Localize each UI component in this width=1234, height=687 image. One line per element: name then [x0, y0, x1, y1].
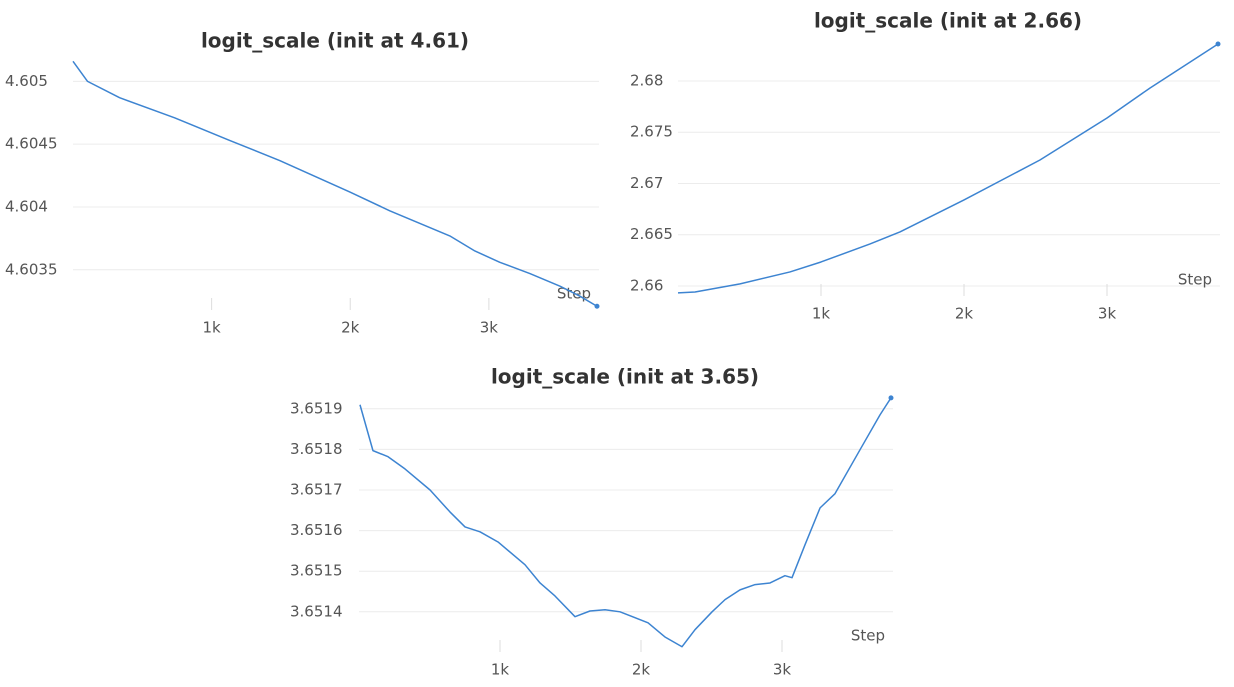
y-tick-label: 4.605: [5, 72, 48, 90]
chart-title: logit_scale (init at 4.61): [201, 29, 469, 53]
y-tick-label: 2.665: [630, 225, 673, 243]
y-tick-label: 4.604: [5, 197, 48, 215]
x-tick-label: 1k: [491, 661, 510, 679]
y-tick-label: 3.6515: [290, 562, 343, 580]
y-tick-label: 3.6514: [290, 602, 343, 620]
series-line: [677, 43, 1219, 294]
x-tick-label: 2k: [632, 661, 651, 679]
x-tick-label: 3k: [773, 661, 792, 679]
chart-title: logit_scale (init at 2.66): [814, 9, 1082, 33]
y-tick-label: 3.6517: [290, 481, 343, 499]
y-tick-label: 3.6519: [290, 399, 343, 417]
series-line: [72, 60, 598, 307]
end-point: [594, 303, 600, 309]
x-tick-label: 2k: [341, 319, 360, 337]
end-point: [1215, 41, 1221, 47]
x-tick-label: 2k: [955, 305, 974, 323]
y-tick-label: 3.6518: [290, 440, 343, 458]
x-axis-label: Step: [851, 627, 885, 645]
x-tick-label: 1k: [203, 319, 222, 337]
y-tick-label: 2.68: [630, 71, 663, 89]
chart-title: logit_scale (init at 3.65): [491, 365, 759, 389]
series-line: [359, 397, 892, 648]
y-tick-label: 4.6035: [5, 260, 58, 278]
x-axis-label: Step: [1178, 271, 1212, 289]
y-tick-label: 2.675: [630, 123, 673, 141]
x-tick-label: 3k: [480, 319, 499, 337]
y-tick-label: 2.67: [630, 174, 663, 192]
x-tick-label: 1k: [812, 305, 831, 323]
x-tick-label: 3k: [1098, 305, 1117, 323]
y-tick-label: 4.6045: [5, 135, 58, 153]
y-tick-label: 3.6516: [290, 521, 343, 539]
y-tick-label: 2.66: [630, 276, 663, 294]
end-point: [888, 395, 894, 401]
